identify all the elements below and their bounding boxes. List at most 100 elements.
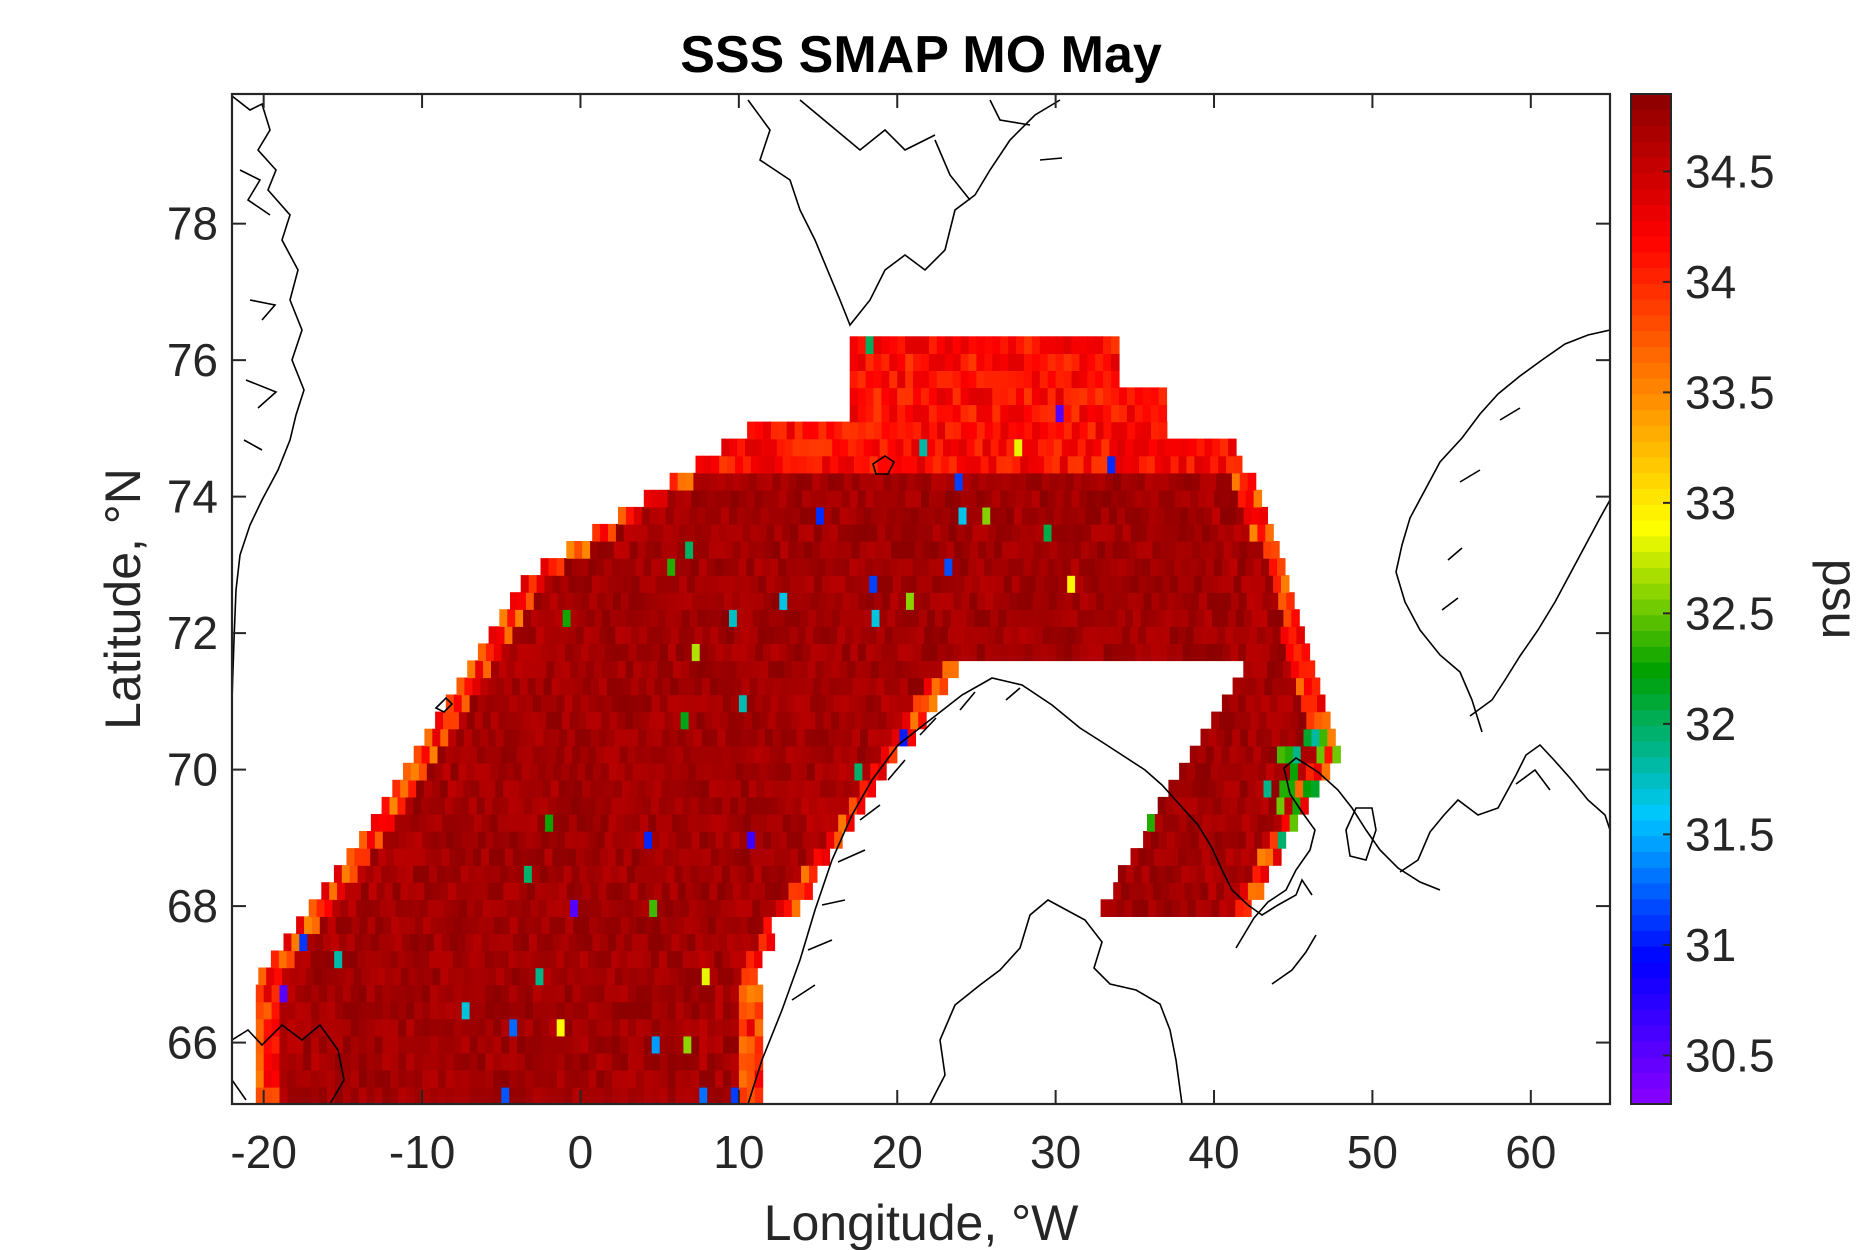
salinity-cell: [390, 1052, 399, 1071]
salinity-cell: [465, 814, 475, 832]
salinity-cell: [637, 779, 647, 798]
salinity-cell: [987, 626, 997, 644]
salinity-cell: [838, 455, 847, 474]
salinity-cell: [741, 967, 750, 986]
salinity-cell: [1188, 438, 1197, 457]
salinity-cell: [750, 455, 760, 474]
salinity-cell: [891, 541, 900, 559]
salinity-cell: [1111, 643, 1120, 662]
salinity-cell: [1168, 779, 1177, 798]
salinity-cell: [551, 728, 560, 747]
salinity-cell: [896, 558, 906, 576]
salinity-cell: [556, 1086, 566, 1104]
salinity-cell: [1075, 575, 1084, 593]
salinity-cell: [628, 1086, 637, 1104]
salinity-cell: [543, 677, 553, 696]
salinity-cell: [780, 541, 789, 559]
salinity-cell: [358, 1069, 368, 1088]
salinity-cell: [873, 694, 882, 713]
salinity-cell: [489, 933, 498, 952]
salinity-cell: [580, 1069, 589, 1088]
salinity-cell: [833, 558, 842, 576]
salinity-cell: [477, 745, 486, 764]
salinity-cell: [834, 643, 843, 662]
salinity-cell: [1091, 455, 1100, 474]
salinity-cell: [843, 541, 852, 559]
salinity-cell: [594, 609, 603, 627]
salinity-cell: [611, 558, 621, 576]
salinity-cell: [1102, 558, 1112, 576]
salinity-cell: [414, 831, 423, 849]
salinity-cell: [643, 984, 653, 1003]
salinity-cell: [519, 677, 529, 696]
salinity-cell: [734, 848, 743, 866]
salinity-cell: [707, 1001, 716, 1020]
salinity-cell: [504, 848, 514, 866]
salinity-cell: [263, 1001, 273, 1020]
salinity-cell: [495, 728, 505, 747]
salinity-cell: [540, 1052, 550, 1071]
salinity-cell: [601, 899, 611, 917]
salinity-cell: [1187, 762, 1196, 781]
salinity-cell: [847, 506, 857, 525]
salinity-cell: [1047, 404, 1057, 423]
salinity-cell: [778, 421, 788, 440]
salinity-cell: [546, 899, 555, 917]
salinity-cell: [550, 882, 560, 900]
salinity-cell: [1210, 455, 1219, 474]
salinity-cell: [1143, 592, 1153, 610]
salinity-cell: [460, 950, 470, 969]
salinity-cell: [513, 933, 522, 952]
salinity-cell: [604, 643, 614, 662]
salinity-cell: [1101, 506, 1110, 525]
salinity-cell: [746, 950, 755, 969]
salinity-cell: [365, 950, 375, 969]
salinity-cell: [939, 677, 949, 696]
salinity-cell: [1176, 541, 1185, 559]
salinity-cell: [698, 950, 707, 969]
salinity-cell: [519, 728, 528, 747]
salinity-cell: [335, 984, 344, 1003]
salinity-cell: [669, 728, 679, 747]
salinity-cell: [501, 1086, 510, 1104]
salinity-cell: [1247, 779, 1257, 798]
salinity-cell: [732, 541, 742, 559]
salinity-cell: [829, 575, 839, 593]
salinity-cell: [392, 882, 402, 900]
salinity-cell: [401, 848, 411, 866]
salinity-cell: [761, 865, 770, 883]
salinity-cell: [742, 626, 751, 644]
salinity-cell: [303, 1001, 312, 1020]
salinity-cell: [962, 472, 972, 491]
salinity-cell: [1134, 558, 1143, 576]
salinity-cell: [437, 796, 446, 815]
salinity-cell: [852, 677, 861, 696]
salinity-cell: [659, 1035, 669, 1054]
salinity-cell: [810, 489, 819, 508]
salinity-cell: [1159, 592, 1168, 610]
salinity-cell: [868, 626, 878, 644]
salinity-cell: [677, 728, 687, 747]
salinity-cell: [737, 865, 747, 883]
salinity-cell: [972, 455, 982, 474]
salinity-cell: [707, 1052, 716, 1071]
colorbar-band: [1631, 535, 1671, 553]
salinity-cell: [1178, 455, 1188, 474]
salinity-cell: [1111, 370, 1120, 389]
salinity-cell: [656, 762, 665, 781]
salinity-cell: [651, 1035, 661, 1054]
salinity-cell: [849, 353, 859, 371]
salinity-cell: [588, 745, 597, 764]
salinity-cell: [788, 779, 797, 798]
salinity-cell: [639, 933, 649, 952]
salinity-cell: [556, 694, 566, 713]
salinity-cell: [600, 933, 609, 952]
salinity-cell: [1171, 899, 1181, 917]
salinity-cell: [1121, 882, 1130, 900]
salinity-cell: [1239, 779, 1249, 798]
salinity-cell: [687, 848, 696, 866]
salinity-cell: [471, 882, 481, 900]
salinity-cell: [795, 592, 804, 610]
salinity-cell: [1291, 609, 1300, 627]
salinity-cell: [1197, 865, 1206, 883]
